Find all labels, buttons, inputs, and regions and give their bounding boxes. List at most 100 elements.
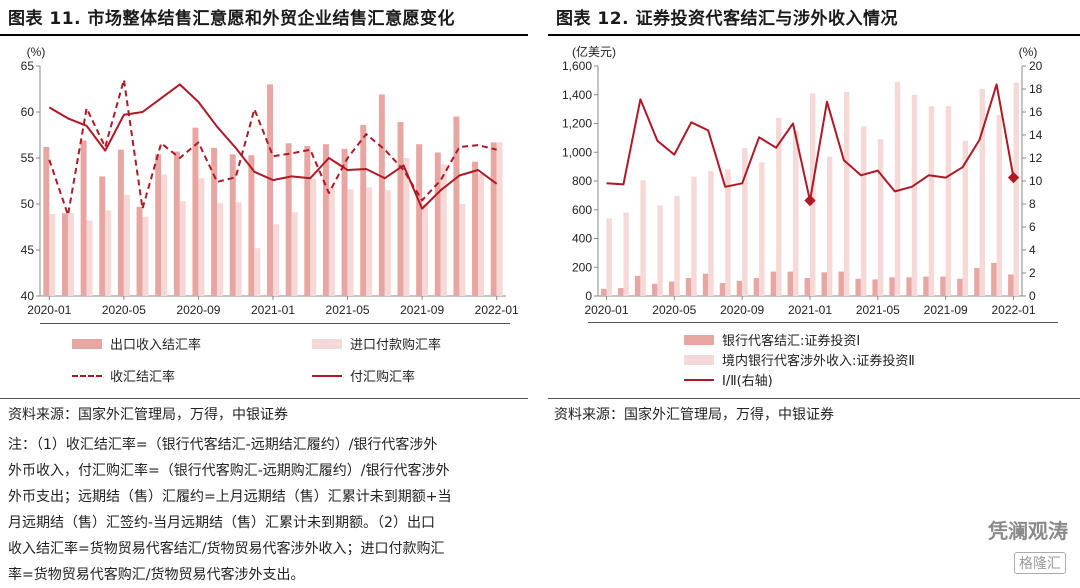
bar — [267, 84, 273, 297]
bar — [142, 216, 149, 296]
legend-swatch-foreign-receipts — [684, 354, 714, 365]
bar — [366, 187, 373, 296]
bar — [360, 124, 367, 296]
bar — [86, 220, 93, 296]
bar — [478, 173, 485, 296]
legend-label-import-rate: 进口付款购汇率 — [350, 338, 442, 353]
bar — [928, 106, 935, 296]
y-tick-label: 40 — [21, 289, 35, 303]
bar — [403, 158, 410, 296]
bar — [651, 283, 658, 296]
left-legend-top-rule — [40, 323, 510, 324]
bar — [49, 214, 56, 296]
bar — [860, 126, 867, 296]
bar — [945, 106, 952, 296]
bar — [192, 127, 199, 296]
legend-label-payment-purchase: 付汇购汇率 — [350, 370, 416, 385]
bar — [173, 151, 180, 296]
x-tick-label: 2021-09 — [400, 303, 444, 317]
legend-label-export-rate: 出口收入结汇率 — [110, 338, 202, 353]
bar — [422, 204, 429, 296]
y2-tick-label: 8 — [1029, 197, 1036, 211]
bar — [1013, 82, 1019, 296]
y-tick-label: 50 — [21, 197, 35, 211]
bar — [378, 94, 385, 296]
bar — [974, 267, 980, 296]
bar — [304, 146, 311, 296]
bar — [434, 152, 441, 296]
bar — [198, 178, 205, 296]
left-chart: 40 45 50 55 60 65(%) 2020-01 2020-05 2020-09 2021… — [21, 45, 519, 317]
bar — [753, 278, 760, 296]
bar — [894, 81, 901, 296]
bar — [117, 149, 124, 296]
x-tick-label: 2020-05 — [102, 303, 146, 317]
bar — [962, 140, 969, 296]
y-tick-label: 600 — [572, 203, 592, 217]
right-source: 资料来源：国家外汇管理局，万得，中银证券 — [554, 407, 834, 423]
bar — [674, 196, 680, 296]
bar — [889, 277, 895, 296]
bar — [668, 281, 675, 296]
legend-item-ratio: Ⅰ/Ⅱ(右轴) — [684, 370, 773, 389]
bar — [211, 147, 218, 296]
left-bottom-rule — [0, 398, 528, 399]
bar — [416, 144, 423, 296]
bar — [235, 202, 242, 296]
line-marker — [804, 194, 816, 207]
bar — [254, 248, 261, 296]
note-line: 外币收入，付汇购汇率=（银行代客购汇-远期购汇履约）/银行代客涉外 — [8, 463, 450, 479]
bar — [810, 93, 816, 296]
y2-tick-label: 20 — [1029, 59, 1043, 73]
bar — [770, 271, 777, 296]
y2-tick-label: 14 — [1029, 128, 1043, 142]
x-tick-label: 2020-01 — [27, 303, 71, 317]
bar — [453, 116, 460, 296]
y-tick-label: 1,200 — [562, 117, 592, 131]
bar — [634, 275, 641, 296]
bar — [161, 174, 168, 296]
bar — [787, 271, 794, 296]
note-line: 外币支出；远期结（售）汇履约=上月远期结（售）汇累计未到期额+当 — [8, 489, 452, 505]
bar — [923, 276, 929, 296]
note-line: 注：（1）收汇结汇率=（银行代客结汇-远期结汇履约）/银行代客涉外 — [8, 437, 438, 453]
x-tick-label: 2022-01 — [475, 303, 519, 317]
y-tick-label: 1,600 — [562, 59, 592, 73]
bar — [708, 170, 714, 296]
legend-swatch-ratio — [684, 378, 714, 381]
right-title-rule — [548, 34, 1080, 36]
y-axis-label: (%) — [27, 45, 46, 59]
legend-item-export-rate: 出口收入结汇率 — [72, 334, 201, 353]
bar — [61, 213, 68, 296]
bar — [248, 155, 255, 296]
legend-item-bank-settlement: 银行代客结汇:证券投资Ⅰ — [684, 330, 860, 349]
x-tick-label: 2022-01 — [991, 303, 1035, 317]
y2-tick-label: 18 — [1029, 82, 1043, 96]
y2-tick-label: 10 — [1029, 174, 1043, 188]
bar — [347, 189, 354, 296]
legend-swatch-bank-settlement — [684, 334, 714, 345]
watermark-site: 格隆汇 — [1014, 552, 1066, 574]
legend-label-foreign-receipts: 境内银行代客涉外收入:证券投资Ⅱ — [722, 354, 915, 369]
right-legend-top-rule — [588, 322, 1058, 323]
bar — [105, 210, 112, 296]
y-tick-label: 65 — [21, 59, 35, 73]
legend-item-receipt-settlement: 收汇结汇率 — [72, 366, 175, 385]
line-marker — [1007, 171, 1020, 184]
series-line — [48, 83, 498, 210]
y2-tick-label: 4 — [1029, 243, 1036, 257]
bar — [601, 288, 607, 296]
left-notes: 注：（1）收汇结汇率=（银行代客结汇-远期结汇履约）/银行代客涉外 外币收入，付… — [8, 432, 528, 588]
left-source: 资料来源：国家外汇管理局，万得，中银证券 — [8, 407, 288, 423]
bar — [719, 283, 726, 296]
y-tick-label: 1,000 — [562, 145, 592, 159]
bar — [43, 146, 50, 296]
bar — [341, 148, 348, 296]
y2-tick-label: 12 — [1029, 151, 1043, 165]
bar — [759, 162, 765, 296]
bar — [872, 279, 878, 296]
bar — [217, 203, 224, 296]
legend-item-foreign-receipts: 境内银行代客涉外收入:证券投资Ⅱ — [684, 350, 915, 369]
right-chart: 02004006008001,0001,2001,4001,600(亿美元)02… — [562, 44, 1043, 317]
bar — [490, 142, 497, 296]
